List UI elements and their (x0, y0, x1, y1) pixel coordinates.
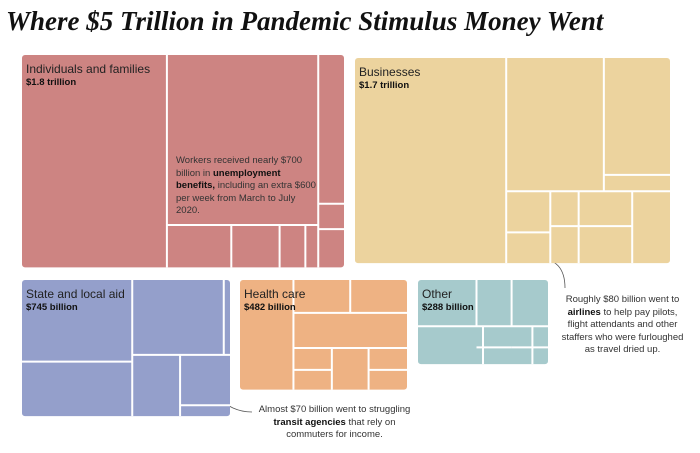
treemap-block (22, 280, 230, 417)
group-label: State and local aid (26, 287, 125, 301)
value-label: $1.8 trillion (26, 77, 76, 88)
value-label: $745 billion (26, 302, 78, 313)
annotation-text: Workers received nearly $700 billion in (176, 155, 303, 179)
value-label: $1.7 trillion (359, 80, 409, 91)
annotation-text: that rely on commuters for income. (286, 416, 396, 441)
treemap-block (418, 280, 548, 365)
annotation-bold: airlines (567, 306, 601, 318)
annotation: Workers received nearly $700 billion in … (176, 155, 316, 218)
group-label: Other (422, 287, 452, 301)
annotation-text: to help pay pilots, flight attendants an… (561, 306, 684, 356)
annotation: Almost $70 billion went to struggling tr… (252, 404, 417, 442)
annotation: Roughly $80 billion went to airlines to … (560, 294, 685, 357)
annotation-text: including an extra $600 per week from Ma… (176, 180, 316, 216)
annotation-text: Almost $70 billion went to struggling (258, 404, 411, 415)
chart-title: Where $5 Trillion in Pandemic Stimulus M… (6, 6, 605, 36)
annotation-bold: unemployment benefits, (176, 167, 281, 192)
value-label: $288 billion (422, 302, 474, 313)
group-label: Health care (244, 287, 306, 301)
value-label: $482 billion (244, 302, 296, 313)
treemap-block (22, 55, 344, 268)
treemap-block (355, 58, 670, 264)
group-label: Businesses (359, 65, 420, 79)
group-label: Individuals and families (26, 62, 150, 76)
annotation-bold: transit agencies (273, 416, 346, 428)
treemap-block (240, 280, 407, 390)
annotation-text: Roughly $80 billion went to (565, 294, 680, 305)
